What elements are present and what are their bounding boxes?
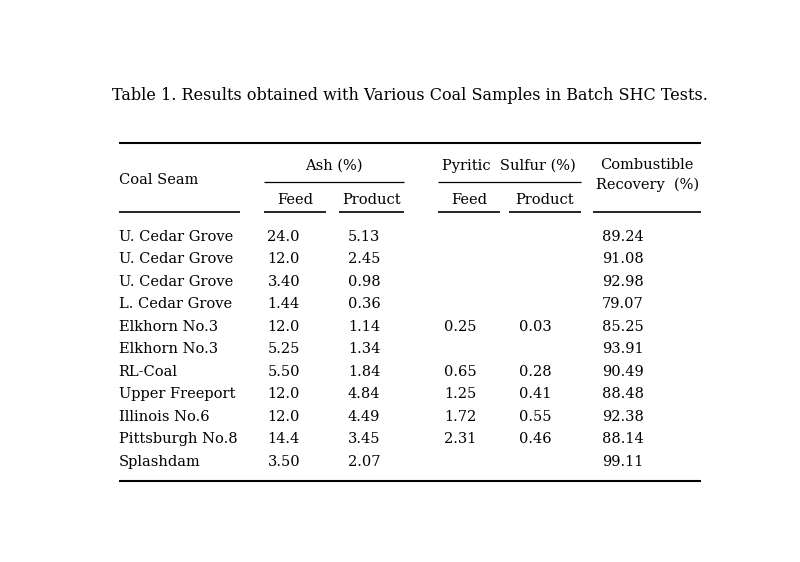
Text: RL-Coal: RL-Coal	[118, 365, 178, 379]
Text: Product: Product	[515, 193, 574, 207]
Text: 5.50: 5.50	[267, 365, 300, 379]
Text: 0.36: 0.36	[348, 297, 381, 311]
Text: 12.0: 12.0	[267, 410, 300, 424]
Text: Coal Seam: Coal Seam	[118, 173, 198, 187]
Text: Combustible: Combustible	[601, 158, 694, 173]
Text: 24.0: 24.0	[267, 230, 300, 244]
Text: Ash (%): Ash (%)	[306, 158, 363, 173]
Text: Pyritic  Sulfur (%): Pyritic Sulfur (%)	[442, 158, 576, 173]
Text: 12.0: 12.0	[267, 252, 300, 266]
Text: 88.48: 88.48	[602, 387, 644, 401]
Text: 79.07: 79.07	[602, 297, 644, 311]
Text: 1.25: 1.25	[444, 387, 476, 401]
Text: 92.98: 92.98	[602, 275, 644, 289]
Text: Pittsburgh No.8: Pittsburgh No.8	[118, 432, 238, 446]
Text: 91.08: 91.08	[602, 252, 644, 266]
Text: 90.49: 90.49	[602, 365, 644, 379]
Text: 0.03: 0.03	[518, 320, 551, 334]
Text: 3.45: 3.45	[348, 432, 381, 446]
Text: 1.44: 1.44	[267, 297, 300, 311]
Text: 93.91: 93.91	[602, 342, 644, 356]
Text: Splashdam: Splashdam	[118, 455, 200, 469]
Text: 92.38: 92.38	[602, 410, 644, 424]
Text: U. Cedar Grove: U. Cedar Grove	[118, 230, 233, 244]
Text: 12.0: 12.0	[267, 320, 300, 334]
Text: 0.41: 0.41	[518, 387, 551, 401]
Text: 1.84: 1.84	[348, 365, 380, 379]
Text: 3.50: 3.50	[267, 455, 300, 469]
Text: 0.98: 0.98	[348, 275, 381, 289]
Text: 0.28: 0.28	[518, 365, 551, 379]
Text: 3.40: 3.40	[267, 275, 300, 289]
Text: 1.72: 1.72	[444, 410, 476, 424]
Text: 1.14: 1.14	[348, 320, 380, 334]
Text: 0.46: 0.46	[518, 432, 551, 446]
Text: Product: Product	[342, 193, 401, 207]
Text: Feed: Feed	[451, 193, 487, 207]
Text: Upper Freeport: Upper Freeport	[118, 387, 235, 401]
Text: 14.4: 14.4	[267, 432, 300, 446]
Text: Illinois No.6: Illinois No.6	[118, 410, 210, 424]
Text: Recovery  (%): Recovery (%)	[595, 178, 698, 192]
Text: 2.45: 2.45	[348, 252, 380, 266]
Text: 5.13: 5.13	[348, 230, 380, 244]
Text: 2.31: 2.31	[444, 432, 477, 446]
Text: 4.84: 4.84	[348, 387, 381, 401]
Text: L. Cedar Grove: L. Cedar Grove	[118, 297, 232, 311]
Text: 1.34: 1.34	[348, 342, 380, 356]
Text: 0.55: 0.55	[518, 410, 551, 424]
Text: Table 1. Results obtained with Various Coal Samples in Batch SHC Tests.: Table 1. Results obtained with Various C…	[112, 87, 708, 104]
Text: 0.65: 0.65	[444, 365, 477, 379]
Text: 4.49: 4.49	[348, 410, 380, 424]
Text: 0.25: 0.25	[444, 320, 477, 334]
Text: 5.25: 5.25	[267, 342, 300, 356]
Text: Feed: Feed	[278, 193, 314, 207]
Text: 89.24: 89.24	[602, 230, 644, 244]
Text: 12.0: 12.0	[267, 387, 300, 401]
Text: U. Cedar Grove: U. Cedar Grove	[118, 275, 233, 289]
Text: 99.11: 99.11	[602, 455, 643, 469]
Text: 88.14: 88.14	[602, 432, 644, 446]
Text: 2.07: 2.07	[348, 455, 381, 469]
Text: Elkhorn No.3: Elkhorn No.3	[118, 342, 218, 356]
Text: U. Cedar Grove: U. Cedar Grove	[118, 252, 233, 266]
Text: 85.25: 85.25	[602, 320, 644, 334]
Text: Elkhorn No.3: Elkhorn No.3	[118, 320, 218, 334]
